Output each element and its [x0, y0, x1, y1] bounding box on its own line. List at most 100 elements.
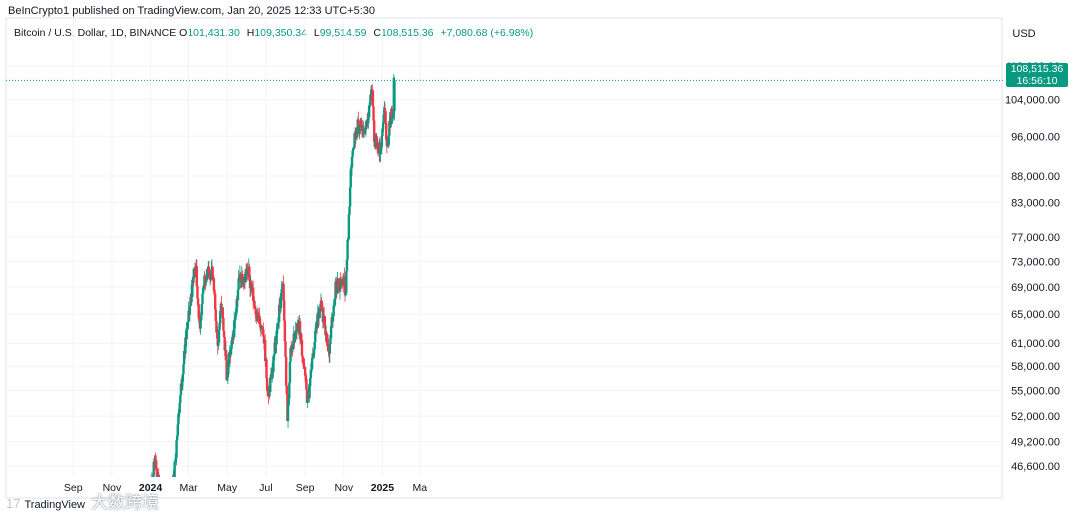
candle-body	[391, 117, 394, 119]
currency-label: USD	[1012, 28, 1035, 40]
candle-body	[295, 330, 299, 332]
x-tick-label: Mar	[180, 482, 199, 494]
candle-body	[288, 383, 291, 399]
candle-body	[362, 128, 366, 133]
candle-body	[328, 344, 332, 354]
candle-body	[221, 307, 224, 318]
candle-body	[186, 321, 190, 323]
candle-body	[332, 305, 335, 317]
candle-body	[375, 136, 378, 149]
candle-body	[348, 187, 352, 207]
candle-body	[311, 353, 314, 358]
candle-body	[378, 142, 382, 155]
candle-body	[344, 293, 347, 296]
candle-body	[272, 356, 275, 373]
candle-body	[376, 143, 380, 154]
candle-body	[303, 366, 306, 368]
candle-body	[391, 114, 395, 118]
candle-body	[153, 459, 157, 469]
candle-body	[241, 281, 245, 284]
candle-body	[366, 119, 369, 123]
candle-body	[260, 326, 263, 329]
candle-body	[275, 330, 278, 345]
candle-body	[174, 461, 177, 463]
y-tick-label: 96,000.00	[1011, 131, 1060, 143]
y-tick-label: 69,000.00	[1011, 282, 1060, 294]
candle-body	[259, 324, 262, 329]
candle-body	[370, 89, 373, 99]
candle-body	[310, 369, 313, 370]
candle-body	[326, 334, 329, 346]
candle-body	[179, 395, 182, 403]
candle-body	[248, 266, 251, 281]
candle-body	[212, 277, 215, 279]
candle-body	[234, 312, 238, 317]
candle-body	[210, 269, 213, 280]
candle-body	[267, 388, 271, 396]
candle-body	[262, 336, 266, 343]
candle-body	[384, 111, 387, 123]
candle-body	[213, 294, 217, 310]
watermark: 17 TradingView 大数跨境	[6, 488, 159, 513]
candle-body	[226, 360, 230, 378]
candle-body	[372, 106, 375, 121]
candle-body	[276, 327, 279, 331]
candle-body	[265, 378, 269, 391]
candle-body	[282, 283, 285, 301]
candle-body	[309, 378, 312, 387]
candle-body	[238, 276, 241, 279]
candle-body	[224, 349, 228, 361]
candle-body	[333, 304, 336, 306]
candle-body	[170, 490, 172, 494]
change-value: +7,080.68 (+6.98%)	[440, 27, 534, 39]
candle-body	[220, 303, 223, 311]
open-label: O	[179, 27, 188, 39]
candle-body	[213, 291, 216, 295]
candle-body	[173, 461, 176, 477]
candle-body	[156, 475, 159, 477]
candle-body	[239, 278, 243, 283]
candle-body	[379, 149, 382, 155]
candle-body	[345, 259, 349, 272]
candle-body	[157, 474, 160, 477]
candle-body	[234, 316, 237, 321]
candle-body	[219, 311, 222, 324]
candle-body	[208, 272, 211, 280]
candle-body	[181, 373, 185, 382]
candle-body	[303, 367, 307, 376]
candle-body	[155, 460, 158, 469]
y-tick-label: 83,000.00	[1011, 198, 1060, 210]
candle-body	[279, 293, 283, 309]
y-tick-label: 88,000.00	[1011, 171, 1060, 183]
candle-body	[337, 287, 340, 291]
tradingview-brand: TradingView	[24, 499, 86, 511]
candle-body	[322, 315, 326, 317]
candle-body	[181, 381, 184, 387]
candle-body	[262, 329, 265, 337]
candle-body	[360, 126, 364, 132]
candle-body	[160, 500, 162, 519]
publish-info: BeInCrypto1 published on TradingView.com…	[8, 5, 376, 17]
candle-body	[355, 129, 358, 136]
candle-body	[227, 352, 231, 368]
candle-body	[270, 369, 274, 379]
candle-body	[314, 330, 317, 342]
candle-body	[382, 114, 385, 124]
candle-body	[225, 360, 228, 381]
candle-body	[185, 328, 188, 340]
candle-body	[211, 267, 214, 278]
candle-body	[175, 440, 178, 458]
candle-body	[195, 266, 199, 287]
candle-body	[200, 303, 204, 316]
y-tick-label: 77,000.00	[1011, 232, 1060, 244]
candle-body	[201, 288, 205, 294]
candle-body	[166, 518, 168, 524]
candle-body	[265, 359, 268, 379]
candle-body	[191, 280, 194, 297]
candle-body	[359, 125, 362, 127]
candle-body	[252, 300, 256, 302]
candle-body	[199, 320, 202, 329]
candle-body	[357, 119, 360, 126]
candle-body	[198, 318, 201, 320]
